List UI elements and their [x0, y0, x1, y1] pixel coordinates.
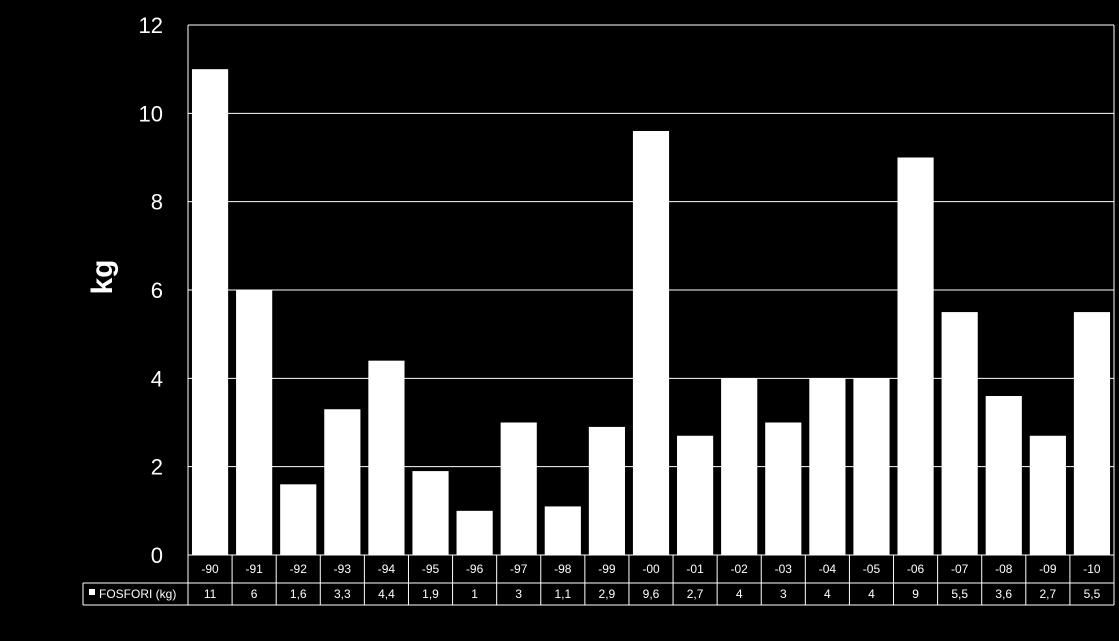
- category-label: -06: [907, 562, 925, 576]
- bar: [456, 510, 493, 555]
- y-tick-label: 10: [139, 101, 163, 126]
- value-label: 4: [824, 587, 831, 601]
- category-label: -01: [686, 562, 704, 576]
- y-tick-label: 4: [151, 366, 163, 391]
- value-label: 9,6: [643, 587, 660, 601]
- bar: [412, 471, 449, 555]
- category-label: -00: [642, 562, 660, 576]
- value-label: 3: [515, 587, 522, 601]
- value-label: 9: [912, 587, 919, 601]
- value-label: 11: [204, 587, 217, 601]
- bar: [897, 157, 934, 555]
- bar: [280, 484, 317, 555]
- category-label: -05: [863, 562, 881, 576]
- value-label: 1,6: [290, 587, 307, 601]
- legend: FOSFORI (kg): [89, 587, 176, 601]
- value-label: 3,3: [334, 587, 351, 601]
- bar: [632, 131, 670, 555]
- bar: [500, 422, 537, 555]
- value-label: 5,5: [1084, 587, 1101, 601]
- bar: [544, 506, 581, 555]
- value-label: 6: [251, 587, 258, 601]
- category-label: -90: [201, 562, 219, 576]
- value-label: 4: [868, 587, 875, 601]
- data-table: FOSFORI (kg) -90 -91 -92 -93 -94 -95 -96 -97 -98…: [82, 554, 1115, 606]
- bar: [721, 378, 758, 555]
- bar: [941, 312, 978, 555]
- legend-swatch: [89, 589, 95, 595]
- bar: [324, 409, 361, 555]
- bar: [1073, 312, 1111, 555]
- category-label: -09: [1039, 562, 1057, 576]
- y-tick-label: 8: [151, 190, 163, 215]
- y-tick-label: 12: [139, 13, 163, 38]
- legend-label: FOSFORI (kg): [99, 587, 176, 601]
- bar: [368, 360, 405, 555]
- y-tick-label: 2: [151, 455, 163, 480]
- value-label: 3: [780, 587, 787, 601]
- category-label: -07: [951, 562, 969, 576]
- bar: [985, 396, 1022, 555]
- bars: [191, 69, 1111, 556]
- category-label: -94: [378, 562, 396, 576]
- category-label: -03: [775, 562, 793, 576]
- value-label: 2,9: [599, 587, 616, 601]
- value-label: 2,7: [1040, 587, 1057, 601]
- y-tick-label: 0: [151, 543, 163, 568]
- category-label: -96: [466, 562, 484, 576]
- category-labels: -90 -91 -92 -93 -94 -95 -96 -97 -98 -99 -00 -01 -02 -…: [201, 562, 1101, 576]
- category-label: -91: [245, 562, 263, 576]
- category-label: -97: [510, 562, 528, 576]
- value-label: 4: [736, 587, 743, 601]
- category-label: -99: [598, 562, 616, 576]
- bar: [588, 426, 625, 555]
- value-label: 4,4: [378, 587, 395, 601]
- value-label: 1,1: [554, 587, 571, 601]
- bar: [765, 422, 802, 555]
- y-axis: 0 2 4 6 8 10 12: [139, 13, 1115, 568]
- bar: [1029, 435, 1066, 555]
- bar: [191, 69, 229, 556]
- category-label: -04: [819, 562, 837, 576]
- bar: [677, 435, 714, 555]
- value-label: 5,5: [951, 587, 968, 601]
- y-tick-label: 6: [151, 278, 163, 303]
- y-axis-label: kg: [86, 259, 119, 294]
- value-label: 1,9: [422, 587, 439, 601]
- category-label: -02: [731, 562, 749, 576]
- data-table-lines: [82, 554, 1115, 606]
- value-label: 3,6: [995, 587, 1012, 601]
- category-label: -10: [1083, 562, 1101, 576]
- bar: [853, 378, 890, 555]
- category-label: -08: [995, 562, 1013, 576]
- category-label: -93: [334, 562, 352, 576]
- value-labels: 11 6 1,6 3,3 4,4 1,9 1 3 1,1 2,9 9,6 2,7 4 3 4 4 9 5,5 3,6…: [204, 587, 1101, 601]
- category-label: -92: [290, 562, 308, 576]
- category-label: -95: [422, 562, 440, 576]
- value-label: 1: [471, 587, 478, 601]
- bar: [809, 378, 846, 555]
- category-label: -98: [554, 562, 572, 576]
- bar: [236, 290, 273, 555]
- value-label: 2,7: [687, 587, 704, 601]
